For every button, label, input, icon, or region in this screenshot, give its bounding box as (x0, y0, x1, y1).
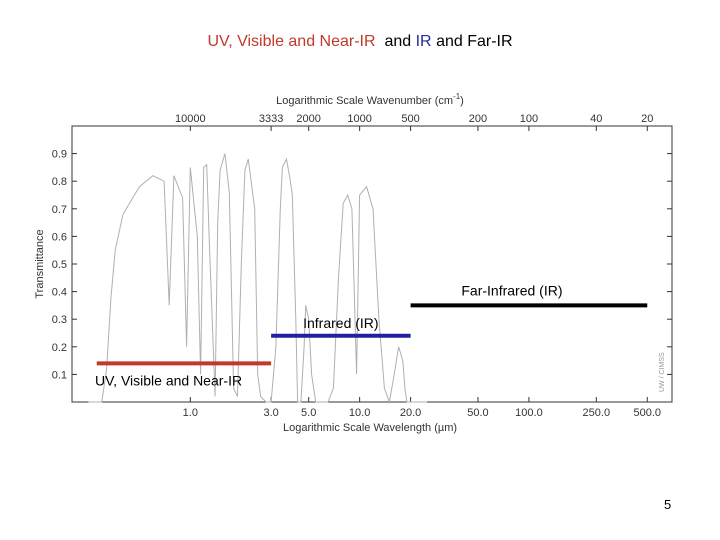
x-axis-label-top-end: ) (460, 95, 464, 107)
y-tick-label: 0.6 (52, 231, 67, 243)
y-axis-label: Transmittance (34, 229, 46, 298)
y-tick-label: 0.1 (52, 369, 67, 381)
x-ticks: 1.0 3.0 5.0 10.0 20.0 50.0 100.0 250.0 500.0 1000… (175, 113, 661, 419)
band-label: Far-Infrared (IR) (461, 282, 562, 298)
x-axis-label-top-text: Logarithmic Scale Wavenumber (cm (276, 95, 453, 107)
x-bottom-tick-label: 50.0 (467, 407, 488, 419)
y-tick-label: 0.3 (52, 314, 67, 326)
x-top-tick-label: 1000 (347, 113, 371, 125)
y-tick-label: 0.4 (52, 287, 67, 299)
y-tick-label: 0.7 (52, 204, 67, 216)
x-bottom-tick-label: 20.0 (400, 407, 421, 419)
y-tick-label: 0.8 (52, 176, 67, 188)
x-bottom-tick-label: 250.0 (583, 407, 611, 419)
title-uv-visible-nearir: UV, Visible and Near-IR (207, 33, 376, 50)
x-bottom-tick-label: 500.0 (633, 407, 661, 419)
y-tick-label: 0.5 (52, 259, 67, 271)
x-top-tick-label: 20 (641, 113, 653, 125)
page-number: 5 (664, 497, 672, 512)
title-and-1: and (384, 33, 412, 50)
x-axis-label-bottom: Logarithmic Scale Wavelength (µm) (283, 422, 457, 434)
x-bottom-tick-label: 10.0 (349, 407, 370, 419)
band-label: Infrared (IR) (303, 315, 378, 331)
x-axis-label-top: Logarithmic Scale Wavenumber (cm-1) (276, 92, 464, 107)
plot-frame (71, 125, 673, 403)
credit-label: UW / CIMSS (659, 352, 666, 392)
x-bottom-tick-label: 1.0 (183, 407, 198, 419)
x-top-tick-label: 200 (469, 113, 487, 125)
y-tick-label: 0.9 (52, 149, 67, 161)
x-top-tick-label: 500 (401, 113, 419, 125)
transmittance-series (88, 153, 427, 404)
slide-title: UV, Visible and Near-IR and IR and Far-I… (0, 33, 720, 51)
title-ir: IR (415, 33, 432, 50)
x-top-tick-label: 100 (520, 113, 538, 125)
y-tick-label: 0.2 (52, 342, 67, 354)
x-bottom-tick-label: 5.0 (301, 407, 316, 419)
spectral-bands: UV, Visible and Near-IR Infrared (IR) Far-… (95, 282, 648, 388)
title-and-farir: and Far-IR (436, 33, 513, 50)
x-top-tick-label: 10000 (175, 113, 206, 125)
x-top-tick-label: 2000 (296, 113, 320, 125)
x-bottom-tick-label: 3.0 (263, 407, 278, 419)
band-label: UV, Visible and Near-IR (95, 372, 242, 388)
y-ticks: 0.1 0.2 0.3 0.4 0.5 0.6 0.7 0.8 0.9 (52, 149, 672, 381)
x-axis-label-top-superscript: -1 (453, 92, 461, 101)
x-top-tick-label: 40 (590, 113, 602, 125)
x-top-tick-label: 3333 (259, 113, 283, 125)
x-bottom-tick-label: 100.0 (515, 407, 543, 419)
